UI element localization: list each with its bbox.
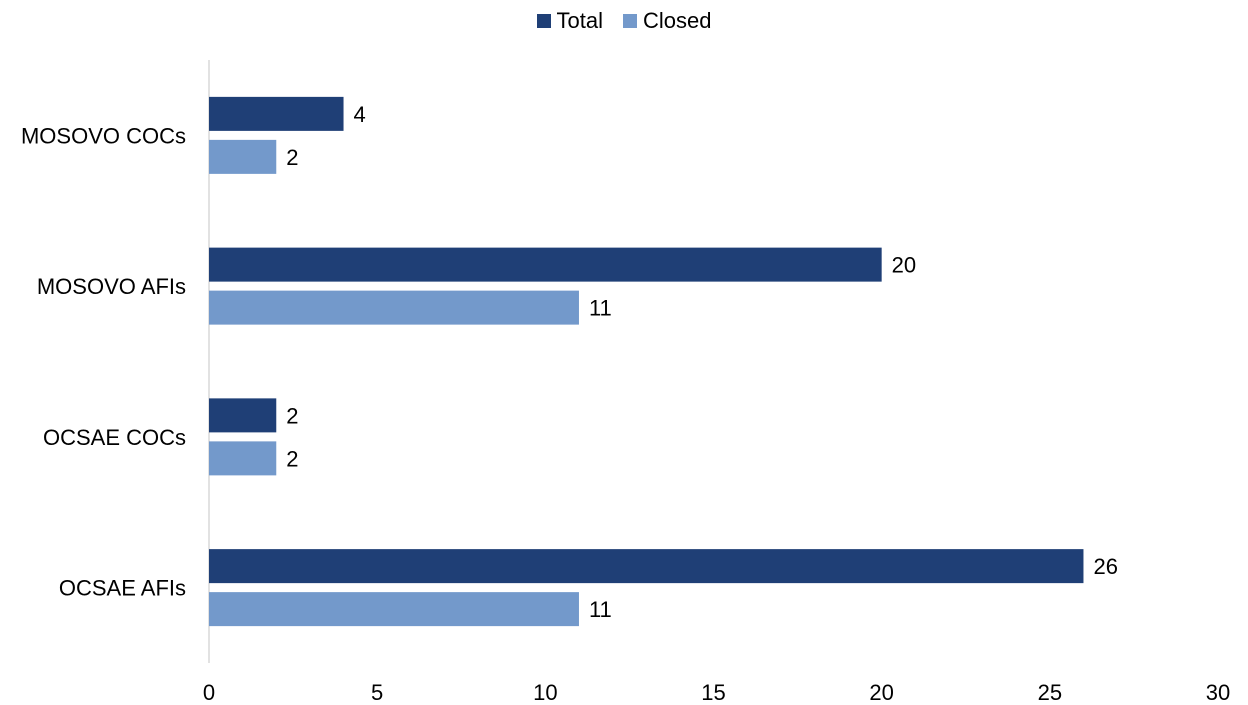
bar-closed xyxy=(209,441,277,476)
category-label: MOSOVO COCs xyxy=(21,123,186,148)
data-label: 11 xyxy=(589,597,612,622)
bar-total xyxy=(209,398,277,433)
bar-total xyxy=(209,247,882,282)
legend-swatch-closed xyxy=(623,14,637,28)
bar-closed xyxy=(209,139,277,174)
bar-total xyxy=(209,549,1084,584)
x-tick-label: 15 xyxy=(701,680,725,705)
legend-label-closed: Closed xyxy=(643,8,712,33)
data-label: 26 xyxy=(1093,554,1117,579)
data-label: 2 xyxy=(286,145,298,170)
legend-item-closed: Closed xyxy=(623,8,711,34)
legend-item-total: Total xyxy=(536,8,603,34)
bar-total xyxy=(209,96,344,131)
legend-swatch-total xyxy=(536,14,551,28)
data-label: 20 xyxy=(892,253,916,278)
category-label: MOSOVO AFIs xyxy=(37,274,186,299)
bar-closed xyxy=(209,290,579,325)
legend: Total Closed xyxy=(0,8,1248,34)
legend-label-total: Total xyxy=(556,8,603,33)
data-label: 4 xyxy=(354,102,366,127)
data-label: 2 xyxy=(286,403,298,428)
x-tick-label: 20 xyxy=(869,680,893,705)
x-tick-label: 25 xyxy=(1038,680,1062,705)
bar-closed xyxy=(209,592,579,627)
data-label: 11 xyxy=(589,296,612,321)
category-label: OCSAE COCs xyxy=(43,425,186,450)
data-label: 2 xyxy=(286,446,298,471)
category-label: OCSAE AFIs xyxy=(59,576,186,601)
x-tick-label: 10 xyxy=(533,680,557,705)
x-tick-label: 5 xyxy=(371,680,383,705)
x-tick-label: 30 xyxy=(1206,680,1230,705)
x-tick-label: 0 xyxy=(203,680,215,705)
